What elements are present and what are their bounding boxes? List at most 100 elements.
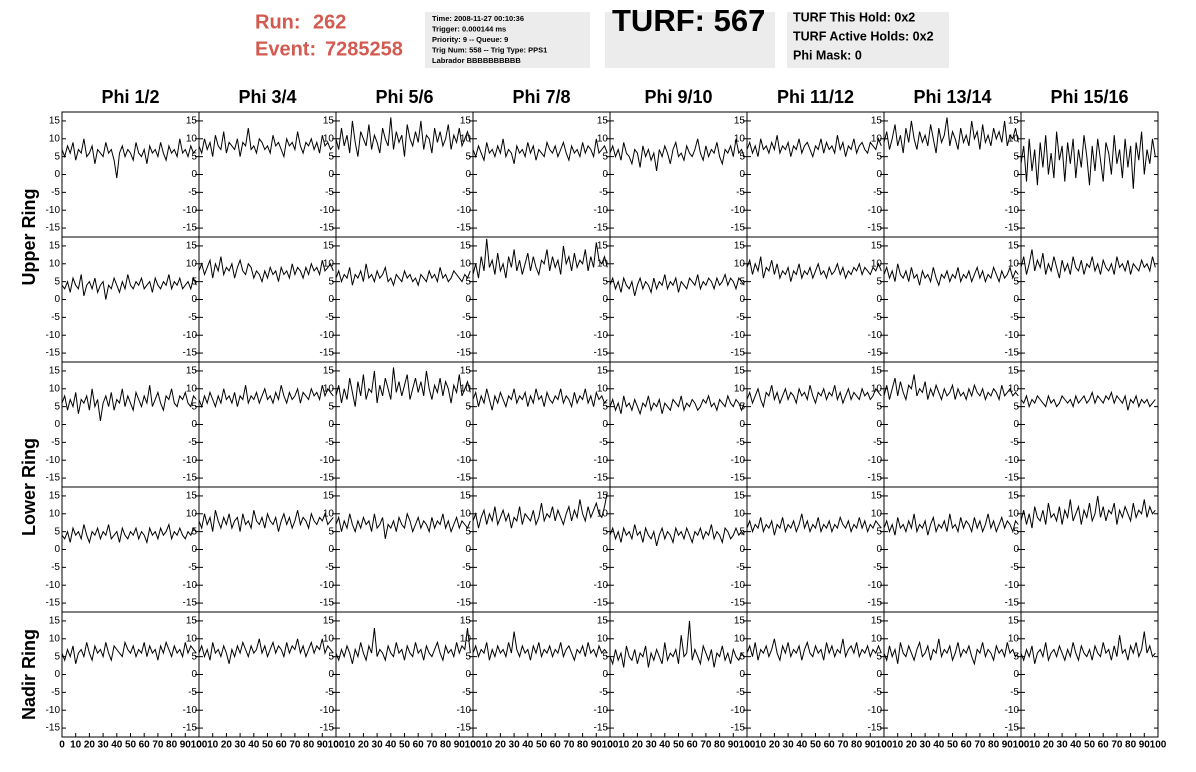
- y-tick-label: 10: [734, 258, 746, 269]
- y-tick-label: 0: [876, 419, 882, 430]
- x-tick-label: 60: [413, 740, 425, 751]
- waveform: [61, 522, 197, 545]
- panel-frame: [335, 486, 474, 613]
- y-tick-label: 15: [460, 616, 472, 627]
- turf-info-line: TURF Active Holds: 0x2: [793, 29, 934, 43]
- y-tick-label: 5: [465, 401, 471, 412]
- y-tick-label: 0: [54, 419, 60, 430]
- y-tick-label: -5: [599, 187, 608, 198]
- y-tick-label: -5: [599, 562, 608, 573]
- panel-frame: [61, 111, 200, 238]
- y-tick-label: -5: [462, 187, 471, 198]
- y-tick-label: -15: [594, 223, 609, 234]
- waveform: [1020, 249, 1156, 279]
- y-tick-label: 5: [328, 401, 334, 412]
- y-tick-label: -10: [183, 205, 198, 216]
- x-tick-label: 40: [111, 740, 123, 751]
- x-tick-label: 70: [700, 740, 712, 751]
- y-tick-label: 15: [871, 116, 883, 127]
- panel-frame: [198, 486, 337, 613]
- y-tick-label: -10: [46, 705, 61, 716]
- y-tick-label: 15: [49, 491, 61, 502]
- x-tick-label: 30: [1057, 740, 1069, 751]
- y-tick-label: -10: [594, 205, 609, 216]
- y-tick-label: -15: [457, 598, 472, 609]
- y-tick-label: -10: [868, 205, 883, 216]
- y-tick-label: -10: [46, 455, 61, 466]
- y-tick-label: 10: [186, 258, 198, 269]
- y-tick-label: 0: [739, 419, 745, 430]
- x-tick-label: 90: [454, 740, 466, 751]
- turf-number: TURF: 567: [612, 3, 765, 38]
- y-tick-label: 5: [191, 276, 197, 287]
- y-tick-label: -15: [320, 223, 335, 234]
- panel-frame: [472, 111, 611, 238]
- waveform: [198, 510, 334, 532]
- y-tick-label: 0: [602, 544, 608, 555]
- y-tick-label: -5: [736, 562, 745, 573]
- y-tick-label: -10: [594, 455, 609, 466]
- y-tick-label: 15: [871, 616, 883, 627]
- y-tick-label: -15: [1005, 723, 1020, 734]
- panel-frame: [198, 611, 337, 738]
- waveform: [609, 394, 745, 416]
- y-tick-label: 0: [876, 294, 882, 305]
- y-tick-label: -5: [736, 312, 745, 323]
- waveform: [472, 492, 608, 529]
- y-tick-label: 10: [597, 258, 609, 269]
- y-tick-label: 15: [186, 116, 198, 127]
- info-line: Trigger: 0.000144 ms: [432, 24, 506, 33]
- y-tick-label: 5: [191, 526, 197, 537]
- y-tick-label: -15: [1005, 348, 1020, 359]
- y-tick-label: 10: [460, 383, 472, 394]
- y-tick-label: -15: [731, 598, 746, 609]
- x-tick-label: 60: [550, 740, 562, 751]
- y-tick-label: -15: [594, 598, 609, 609]
- event-number: 7285258: [325, 38, 403, 60]
- waveform: [746, 385, 882, 409]
- y-tick-label: -5: [736, 187, 745, 198]
- x-tick-label: 90: [728, 740, 740, 751]
- y-tick-label: 10: [323, 133, 335, 144]
- y-tick-label: 15: [734, 116, 746, 127]
- panel-frame: [335, 111, 474, 238]
- y-tick-label: -15: [183, 223, 198, 234]
- panel-frame: [883, 486, 1022, 613]
- y-tick-label: 0: [739, 544, 745, 555]
- x-tick-label: 30: [372, 740, 384, 751]
- panel-frame: [198, 236, 337, 363]
- x-tick-label: 40: [248, 740, 260, 751]
- y-tick-label: 10: [49, 633, 61, 644]
- y-tick-label: 10: [871, 133, 883, 144]
- turf-info-line: TURF This Hold: 0x2: [793, 10, 915, 24]
- y-tick-label: 10: [1008, 258, 1020, 269]
- y-tick-label: -5: [873, 562, 882, 573]
- y-tick-label: -10: [457, 705, 472, 716]
- y-tick-label: 10: [871, 633, 883, 644]
- y-tick-label: 0: [602, 294, 608, 305]
- turf-info-line: Phi Mask: 0: [793, 48, 862, 62]
- y-tick-label: -10: [868, 455, 883, 466]
- x-tick-label: 70: [289, 740, 301, 751]
- y-tick-label: 5: [876, 401, 882, 412]
- x-tick-label: 100: [739, 740, 756, 751]
- y-tick-label: 5: [328, 151, 334, 162]
- waveform: [883, 638, 1019, 666]
- x-tick-label: 90: [865, 740, 877, 751]
- x-tick-label: 50: [810, 740, 822, 751]
- y-tick-label: 0: [1013, 294, 1019, 305]
- y-tick-label: 15: [871, 366, 883, 377]
- y-tick-label: -5: [1010, 312, 1019, 323]
- y-tick-label: 5: [191, 151, 197, 162]
- y-tick-label: 15: [597, 491, 609, 502]
- panel-frame: [61, 486, 200, 613]
- waveform: [61, 385, 197, 421]
- y-tick-label: 0: [876, 669, 882, 680]
- x-tick-label: 50: [947, 740, 959, 751]
- run-number: 262: [313, 11, 346, 33]
- panel-frame: [1020, 236, 1159, 363]
- waveform: [1020, 131, 1156, 189]
- y-tick-label: -5: [599, 437, 608, 448]
- column-header: Phi 11/12: [777, 87, 854, 107]
- y-tick-label: -15: [183, 348, 198, 359]
